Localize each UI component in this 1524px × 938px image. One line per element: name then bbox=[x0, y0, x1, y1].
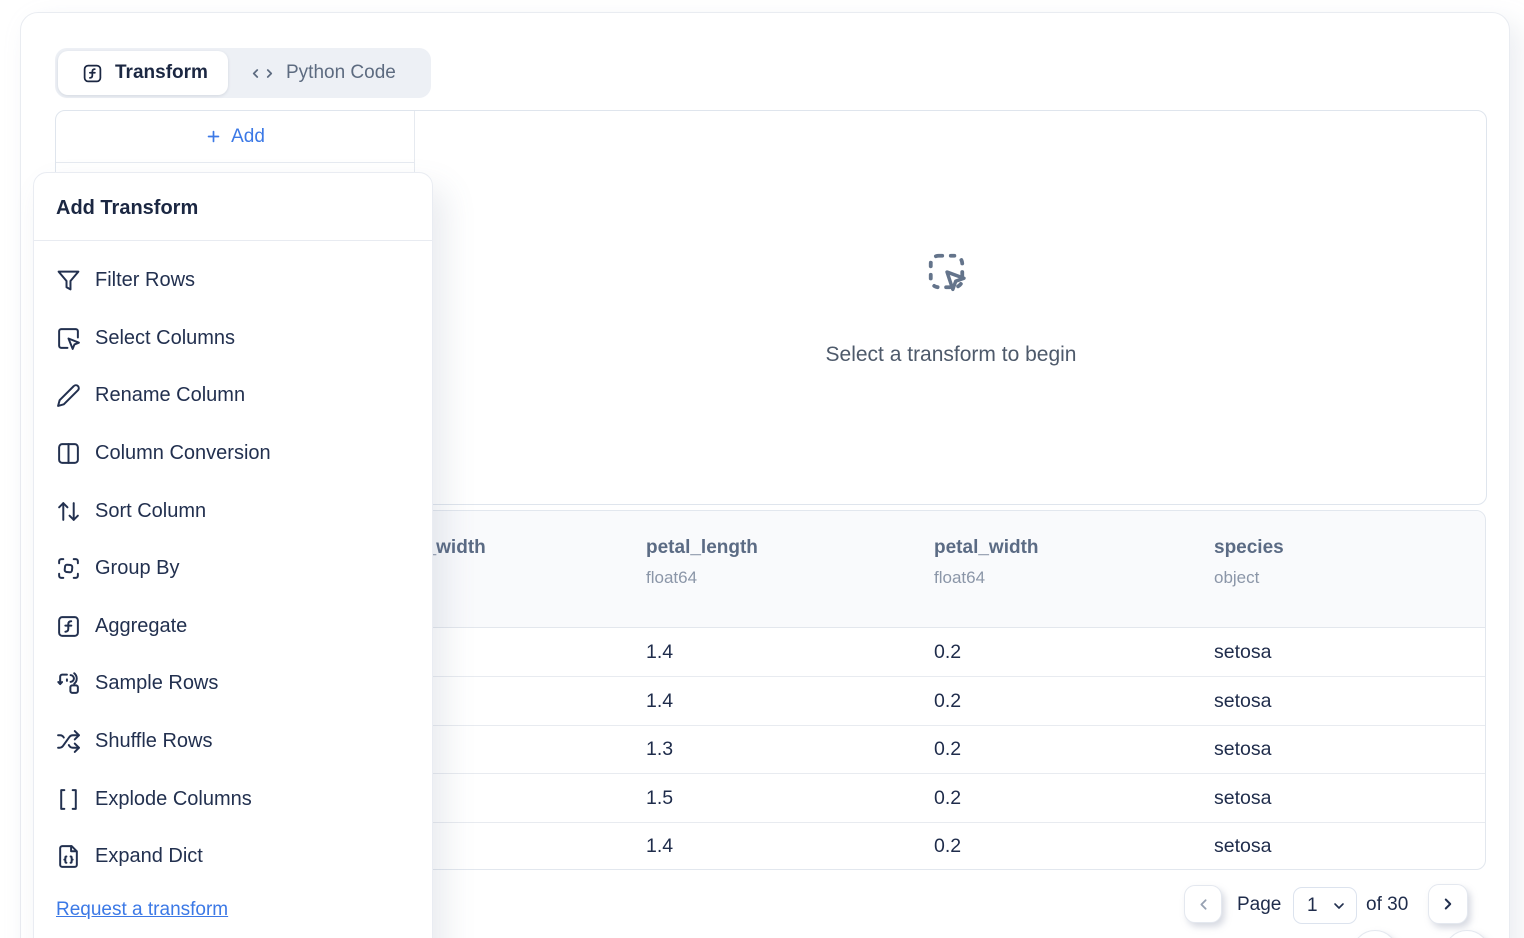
table-cell: setosa bbox=[1214, 835, 1272, 858]
table-row: 1.3 0.2 setosa bbox=[57, 725, 1485, 775]
next-page-button[interactable] bbox=[1428, 884, 1468, 924]
table-cell: 0.2 bbox=[934, 689, 962, 712]
table-row: 1.4 0.2 setosa bbox=[57, 677, 1485, 726]
menu-item-select-columns[interactable]: Select Columns bbox=[34, 310, 432, 368]
funnel-icon bbox=[57, 270, 80, 291]
empty-state: Select a transform to begin bbox=[416, 111, 1486, 504]
menu-item-label: Explode Columns bbox=[95, 787, 252, 810]
menu-item-label: Group By bbox=[95, 557, 180, 580]
brackets-icon bbox=[60, 788, 77, 810]
code-icon bbox=[252, 68, 273, 78]
table-cell: setosa bbox=[1214, 738, 1272, 761]
function-square-icon bbox=[83, 64, 102, 82]
group-icon bbox=[58, 558, 79, 580]
square-mouse-pointer-icon bbox=[58, 328, 80, 350]
menu-header: Add Transform bbox=[34, 173, 432, 241]
column-header-dtype: float64 bbox=[934, 568, 986, 587]
columns-icon bbox=[58, 443, 79, 464]
table-cell: 1.5 bbox=[646, 786, 674, 809]
chevron-right-icon bbox=[1444, 898, 1452, 910]
file-json-icon bbox=[59, 845, 78, 869]
add-transform-menu: Add Transform Filter Rows Select Columns… bbox=[33, 172, 433, 938]
menu-item-shuffle-rows[interactable]: Shuffle Rows bbox=[34, 713, 432, 771]
page-select[interactable]: 1 bbox=[1293, 887, 1357, 924]
menu-item-sort-column[interactable]: Sort Column bbox=[34, 482, 432, 540]
add-transform-button[interactable]: Add bbox=[205, 126, 265, 148]
table-row: 1.5 0.2 setosa bbox=[57, 774, 1485, 823]
tab-transform-label: Transform bbox=[115, 62, 208, 83]
table-cell: 0.2 bbox=[934, 738, 962, 761]
column-header-name: petal_length bbox=[646, 537, 758, 558]
menu-title: Add Transform bbox=[56, 197, 199, 219]
menu-item-label: Rename Column bbox=[95, 384, 246, 407]
chevron-left-icon bbox=[1199, 898, 1207, 910]
menu-item-label: Expand Dict bbox=[95, 845, 203, 868]
page-label: Page bbox=[1237, 894, 1282, 915]
table-cell: 1.4 bbox=[646, 641, 674, 663]
table-cell: 0.2 bbox=[934, 835, 962, 858]
page-count-label: of 30 bbox=[1366, 894, 1409, 915]
sample-icon bbox=[57, 672, 79, 695]
table-cell: 1.4 bbox=[646, 835, 674, 858]
menu-item-filter-rows[interactable]: Filter Rows bbox=[34, 252, 432, 310]
menu-item-label: Aggregate bbox=[95, 614, 188, 637]
menu-item-column-conversion[interactable]: Column Conversion bbox=[34, 425, 432, 483]
function-square-icon bbox=[58, 615, 79, 637]
table-row: 1.4 0.2 setosa bbox=[57, 628, 1485, 677]
table-cell: 0.2 bbox=[934, 786, 962, 809]
table-cell: setosa bbox=[1214, 641, 1272, 663]
request-transform-link[interactable]: Request a transform bbox=[56, 899, 229, 920]
transform-list-header: Add bbox=[56, 111, 414, 163]
table-row: 1.4 0.2 setosa bbox=[57, 822, 1485, 869]
tab-transform[interactable]: Transform bbox=[58, 51, 228, 95]
add-button-label: Add bbox=[231, 125, 265, 147]
pencil-icon bbox=[57, 384, 80, 408]
menu-item-group-by[interactable]: Group By bbox=[34, 540, 432, 598]
menu-item-label: Sample Rows bbox=[95, 672, 219, 695]
menu-item-label: Shuffle Rows bbox=[95, 730, 213, 753]
table-cell: setosa bbox=[1214, 689, 1272, 712]
empty-state-message: Select a transform to begin bbox=[825, 343, 1077, 366]
table-cell: 1.3 bbox=[646, 738, 674, 761]
menu-item-label: Select Columns bbox=[95, 326, 236, 349]
page-select-value: 1 bbox=[1307, 894, 1318, 916]
table-cell: 1.4 bbox=[646, 689, 674, 712]
column-header-name: species bbox=[1214, 537, 1284, 558]
menu-item-rename-column[interactable]: Rename Column bbox=[34, 367, 432, 425]
dashed-select-cursor-icon bbox=[416, 249, 1486, 303]
menu-item-explode-columns[interactable]: Explode Columns bbox=[34, 770, 432, 828]
table-cell: setosa bbox=[1214, 786, 1272, 809]
shuffle-icon bbox=[57, 730, 80, 753]
menu-item-aggregate[interactable]: Aggregate bbox=[34, 598, 432, 656]
column-header-dtype: object bbox=[1214, 568, 1260, 587]
menu-item-label: Sort Column bbox=[95, 499, 207, 522]
prev-page-button[interactable] bbox=[1184, 885, 1222, 923]
chevron-down-icon bbox=[1334, 902, 1344, 909]
menu-item-label: Column Conversion bbox=[95, 442, 271, 465]
column-header-name: petal_width bbox=[934, 537, 1039, 558]
plus-icon bbox=[207, 130, 220, 143]
menu-item-list: Filter Rows Select Columns Rename Column… bbox=[34, 241, 432, 886]
tab-python-code-label: Python Code bbox=[286, 62, 396, 83]
menu-item-sample-rows[interactable]: Sample Rows bbox=[34, 655, 432, 713]
tab-python-code[interactable]: Python Code bbox=[228, 51, 420, 95]
column-header-dtype: float64 bbox=[646, 568, 698, 587]
table-cell: 0.2 bbox=[934, 641, 962, 663]
view-tab-bar: Transform Python Code bbox=[55, 48, 431, 98]
menu-item-expand-dict[interactable]: Expand Dict bbox=[34, 828, 432, 886]
arrow-up-down-icon bbox=[58, 501, 79, 521]
menu-item-label: Filter Rows bbox=[95, 269, 196, 292]
